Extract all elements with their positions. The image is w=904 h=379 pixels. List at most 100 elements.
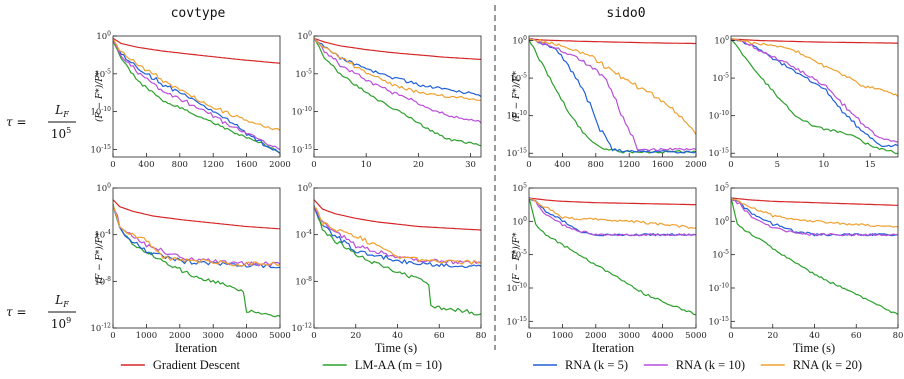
panel-5-line-4 xyxy=(113,205,280,267)
panel-8-xtick-label-1: 0 xyxy=(728,331,733,341)
panel-2-frame xyxy=(313,35,482,158)
panel-6-line-1 xyxy=(314,199,481,231)
panel-1-ytick-label-2: 10-5 xyxy=(94,68,111,80)
row-label-1-den-sup: 5 xyxy=(66,126,71,135)
panel-7-ytick-label-2: 100 xyxy=(512,216,527,228)
panel-6-xtick-label-3: 40 xyxy=(392,331,403,341)
panel-5-xtick-label-2: 1000 xyxy=(136,331,158,341)
panel-3-xtick-label-4: 1200 xyxy=(618,160,640,170)
legend-label-3: RNA (k = 5) xyxy=(565,358,628,372)
panel-3: 0 400 800 1200 1600 2000 100 10-5 10-10 10-15 (F −… xyxy=(507,35,707,170)
panel-4-series xyxy=(731,37,898,155)
panel-1-ytick-label-1: 100 xyxy=(96,31,111,43)
panel-2-xtick-label-2: 10 xyxy=(361,160,372,170)
panel-3-line-5 xyxy=(529,37,696,135)
panel-4-ytick-label-1: 100 xyxy=(714,35,729,47)
row-label-2-tau: τ = xyxy=(6,305,27,319)
panel-4-ytick-label-3: 10-10 xyxy=(709,110,730,122)
panel-3-ylabel: (F − F*)/F* xyxy=(511,70,522,122)
row-label-1-tau: τ = xyxy=(6,115,27,129)
panel-1-ytick-label-4: 10-15 xyxy=(91,144,112,156)
panel-2-xtick-label-1: 0 xyxy=(311,160,316,170)
xlabel-4: Time (s) xyxy=(793,341,835,355)
panel-7-line-4 xyxy=(529,197,696,237)
panel-5-frame xyxy=(112,187,281,329)
panel-5-xtick-label-1: 0 xyxy=(110,331,115,341)
panel-7-ytick-label-5: 10-15 xyxy=(507,316,528,328)
panel-3-xtick-label-6: 2000 xyxy=(685,160,707,170)
panel-1-xtick-label-3: 800 xyxy=(172,160,188,170)
legend-item-2: LM-AA (m = 10) xyxy=(322,358,442,372)
legend-label-4: RNA (k = 10) xyxy=(676,358,745,372)
panel-3-line-3 xyxy=(529,38,696,154)
row-label-2-num: LF xyxy=(54,293,69,309)
panel-5-ytick-label-2: 10-4 xyxy=(94,229,111,241)
panel-5-ytick-label-3: 10-8 xyxy=(94,276,111,288)
panel-5-xtick-label-4: 3000 xyxy=(202,331,224,341)
panel-2-line-2 xyxy=(314,37,481,147)
panel-6-line-2 xyxy=(314,205,481,316)
panel-1-ylabel: (F − F*)/F* xyxy=(94,70,105,122)
panel-6-line-3 xyxy=(314,205,481,269)
panel-4-xtick-label-3: 10 xyxy=(818,160,829,170)
legend-label-2: LM-AA (m = 10) xyxy=(355,358,442,372)
panel-2-series xyxy=(314,37,481,147)
panel-4-line-2 xyxy=(731,39,898,155)
panel-3-xtick-label-1: 0 xyxy=(526,160,531,170)
panel-7-line-1 xyxy=(529,197,696,206)
panel-7-series xyxy=(529,197,696,316)
panel-1-line-4 xyxy=(113,38,280,150)
panel-7-ytick-label-1: 105 xyxy=(512,183,527,195)
legend-item-3: RNA (k = 5) xyxy=(533,358,628,372)
panel-8-xtick-label-2: 20 xyxy=(767,331,778,341)
panel-6-xtick-label-5: 80 xyxy=(476,331,487,341)
row-label-1-num-main: L xyxy=(54,103,63,117)
panel-8-series xyxy=(731,196,898,316)
panel-6-xtick-label-1: 0 xyxy=(311,331,316,341)
panel-2-line-3 xyxy=(314,38,481,97)
panel-4-line-4 xyxy=(731,37,898,143)
row-label-2-num-main: L xyxy=(54,293,63,307)
panel-6-ytick-label-4: 10-12 xyxy=(292,323,313,335)
row-label-1-den: 105 xyxy=(51,126,71,141)
panel-3-ytick-label-1: 100 xyxy=(512,35,527,47)
dataset-title-sido0: sido0 xyxy=(606,6,645,21)
panel-3-xtick-label-2: 400 xyxy=(554,160,570,170)
panel-5-line-1 xyxy=(113,199,280,230)
panel-6-ytick-label-2: 10-4 xyxy=(295,229,312,241)
panel-7-xtick-label-4: 3000 xyxy=(618,331,640,341)
panel-5-series xyxy=(113,199,280,318)
panel-8-ytick-label-1: 105 xyxy=(714,183,729,195)
panel-1-xtick-label-4: 1200 xyxy=(202,160,224,170)
panel-7-frame xyxy=(528,187,697,329)
panel-2-xtick-label-3: 20 xyxy=(413,160,424,170)
panel-8: 0 20 40 60 80 105 100 10-5 10-10 10-15 xyxy=(709,183,904,342)
panel-5-xtick-label-3: 2000 xyxy=(169,331,191,341)
panel-3-line-1 xyxy=(529,38,696,45)
panel-7-line-5 xyxy=(529,198,696,229)
panel-4-xtick-label-4: 15 xyxy=(865,160,876,170)
panel-8-line-3 xyxy=(731,197,898,237)
panel-8-xtick-label-5: 80 xyxy=(893,331,904,341)
panel-7-xtick-label-5: 4000 xyxy=(652,331,674,341)
panel-2-line-4 xyxy=(314,38,481,124)
panel-7-xtick-label-2: 1000 xyxy=(552,331,574,341)
xlabel-3: Iteration xyxy=(592,341,635,355)
panel-8-ytick-label-5: 10-15 xyxy=(709,316,730,328)
panel-7-ytick-label-4: 10-10 xyxy=(507,283,528,295)
panel-4-xtick-label-2: 5 xyxy=(775,160,780,170)
legend-label-1: Gradient Descent xyxy=(153,358,241,372)
panel-3-line-2 xyxy=(529,39,696,154)
panel-6-line-5 xyxy=(314,206,481,265)
panel-4-ytick-label-2: 10-5 xyxy=(712,73,729,85)
panel-5-xtick-label-6: 5000 xyxy=(269,331,291,341)
xlabel-1: Iteration xyxy=(175,341,218,355)
panel-1-ytick-label-3: 10-10 xyxy=(91,106,112,118)
row-label-2-den-main: 10 xyxy=(51,317,66,331)
panel-5-ylabel: (F − F*)/F* xyxy=(94,232,105,284)
panel-1-line-2 xyxy=(113,39,280,154)
panel-4-line-1 xyxy=(731,38,898,44)
panel-8-xtick-label-4: 60 xyxy=(851,331,862,341)
panel-4-ytick-label-4: 10-15 xyxy=(709,148,730,160)
